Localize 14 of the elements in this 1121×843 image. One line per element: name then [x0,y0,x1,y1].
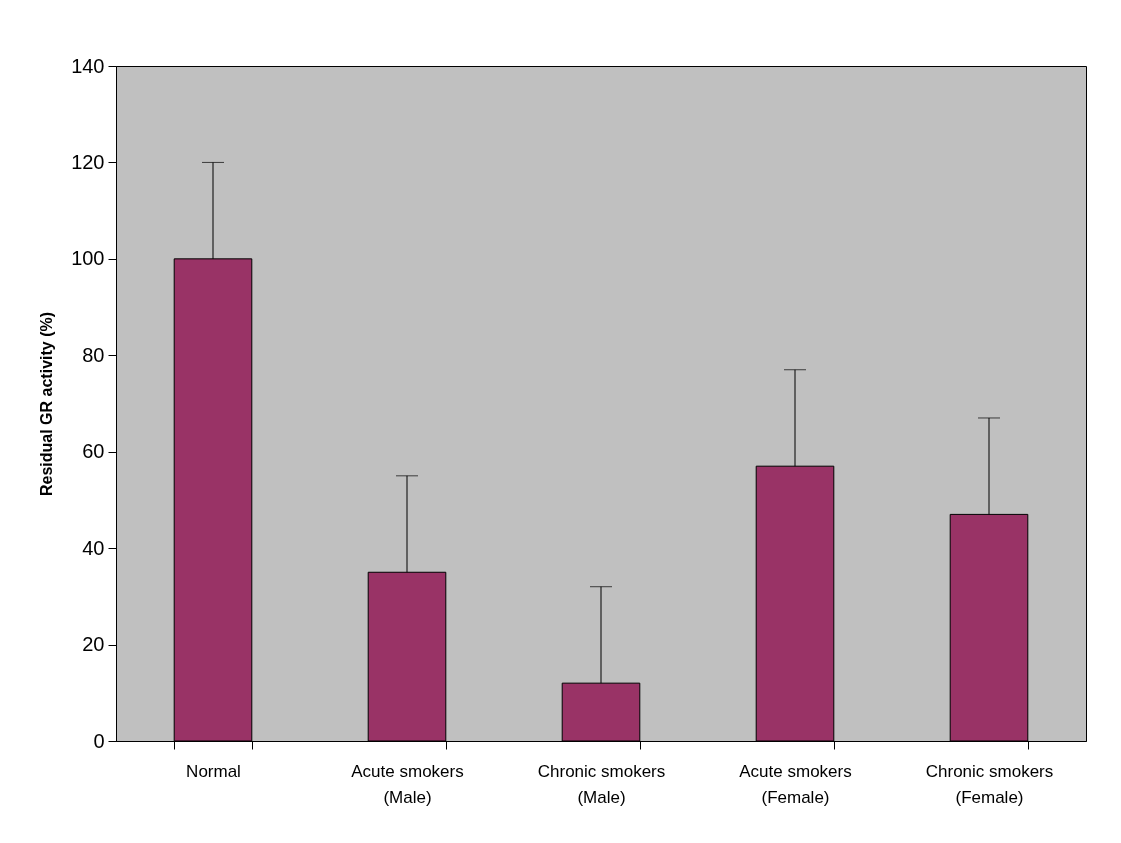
y-tick-label: 60 [82,440,105,463]
x-tick-label: Chronic smokers (Male) [537,761,666,807]
x-tick-label: Chronic smokers (Female) [925,761,1054,807]
y-axis-title: Residual GR activity (%) [38,311,56,497]
y-tick-label: 20 [82,633,105,656]
x-tick-label: Acute smokers (Male) [351,761,464,807]
y-tick-label: 0 [93,729,105,752]
y-tick-label: 100 [71,247,105,270]
x-tick-label: Normal [186,761,241,781]
y-tick-label: 140 [71,54,105,77]
y-tick-label: 120 [71,150,105,173]
x-tick-label: Acute smokers (Female) [739,761,852,807]
y-tick-label: 40 [82,536,105,559]
y-tick-label: 80 [82,343,105,366]
